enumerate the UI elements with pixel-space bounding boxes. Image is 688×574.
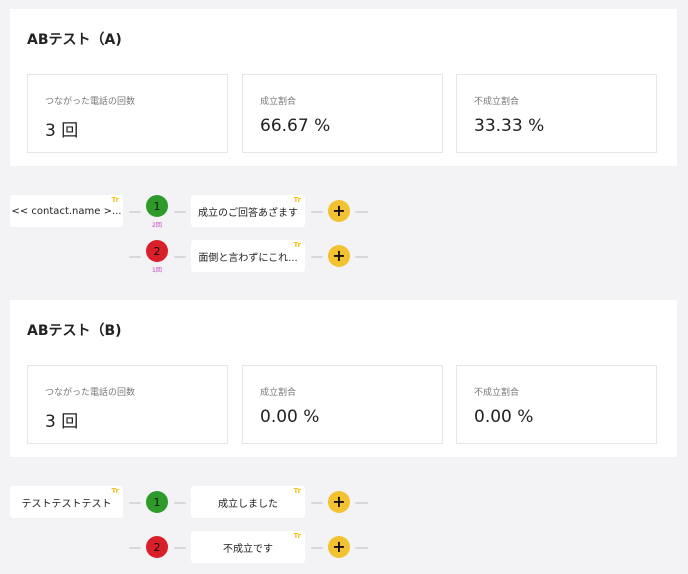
add-step-button[interactable]: + <box>328 200 350 222</box>
stat-value: 0.00 % <box>260 407 320 427</box>
connector-line <box>355 211 368 213</box>
branch-number-badge[interactable]: 2 <box>146 240 168 262</box>
stat-value: 3 回 <box>45 121 79 141</box>
add-step-button[interactable]: + <box>328 245 350 267</box>
stat-success-rate: 成立割合 66.67 % <box>242 74 443 153</box>
connector-line <box>174 256 186 258</box>
stat-label: 成立割合 <box>260 388 297 398</box>
stat-connected-calls: つながった電話の回数 3 回 <box>27 365 228 444</box>
connector-line <box>311 211 323 213</box>
branch-message-node[interactable]: 不成立です Tr <box>191 531 305 563</box>
connector-line <box>129 547 141 549</box>
stat-failure-rate: 不成立割合 33.33 % <box>456 74 657 153</box>
add-step-button[interactable]: + <box>328 491 350 513</box>
text-type-icon: Tr <box>111 487 119 495</box>
connector-line <box>174 502 186 504</box>
stat-value: 66.67 % <box>260 116 331 136</box>
panel-title: ABテスト（B) <box>27 323 122 339</box>
stat-label: 成立割合 <box>260 97 297 107</box>
branch-count: 2回 <box>152 222 162 229</box>
text-type-icon: Tr <box>293 241 301 249</box>
text-type-icon: Tr <box>293 196 301 204</box>
ab-test-a-panel: ABテスト（A) つながった電話の回数 3 回 成立割合 66.67 % 不成立… <box>10 9 677 166</box>
node-label: 面倒と言わずにこれ... <box>198 252 298 264</box>
stat-label: 不成立割合 <box>474 97 520 107</box>
branch-message-node[interactable]: 面倒と言わずにこれ... Tr <box>191 240 305 272</box>
flow-start-node[interactable]: << contact.name >... Tr <box>10 195 123 227</box>
connector-line <box>129 256 141 258</box>
node-label: 成立のご回答あざます <box>198 207 298 219</box>
stat-connected-calls: つながった電話の回数 3 回 <box>27 74 228 153</box>
branch-message-node[interactable]: 成立のご回答あざます Tr <box>191 195 305 227</box>
ab-test-b-panel: ABテスト（B) つながった電話の回数 3 回 成立割合 0.00 % 不成立割… <box>10 300 677 457</box>
branch-number-badge[interactable]: 2 <box>146 536 168 558</box>
text-type-icon: Tr <box>111 196 119 204</box>
stat-failure-rate: 不成立割合 0.00 % <box>456 365 657 444</box>
connector-line <box>355 256 368 258</box>
stat-value: 33.33 % <box>474 116 545 136</box>
node-label: 不成立です <box>223 543 273 555</box>
node-label: << contact.name >... <box>11 205 122 217</box>
connector-line <box>174 211 186 213</box>
branch-count: 1回 <box>152 267 162 274</box>
stat-label: つながった電話の回数 <box>45 388 136 398</box>
stat-label: 不成立割合 <box>474 388 520 398</box>
stat-value: 3 回 <box>45 412 79 432</box>
connector-line <box>174 547 186 549</box>
connector-line <box>311 502 323 504</box>
stat-value: 0.00 % <box>474 407 534 427</box>
connector-line <box>129 502 141 504</box>
branch-number-badge[interactable]: 1 <box>146 491 168 513</box>
connector-line <box>355 547 368 549</box>
add-step-button[interactable]: + <box>328 536 350 558</box>
connector-line <box>355 502 368 504</box>
stat-label: つながった電話の回数 <box>45 97 136 107</box>
text-type-icon: Tr <box>293 487 301 495</box>
node-label: テストテストテスト <box>21 498 112 510</box>
node-label: 成立しました <box>218 498 278 510</box>
panel-title: ABテスト（A) <box>27 32 122 48</box>
text-type-icon: Tr <box>293 532 301 540</box>
branch-message-node[interactable]: 成立しました Tr <box>191 486 305 518</box>
branch-number-badge[interactable]: 1 <box>146 195 168 217</box>
flow-start-node[interactable]: テストテストテスト Tr <box>10 486 123 518</box>
connector-line <box>311 256 323 258</box>
connector-line <box>311 547 323 549</box>
stat-success-rate: 成立割合 0.00 % <box>242 365 443 444</box>
connector-line <box>129 211 141 213</box>
